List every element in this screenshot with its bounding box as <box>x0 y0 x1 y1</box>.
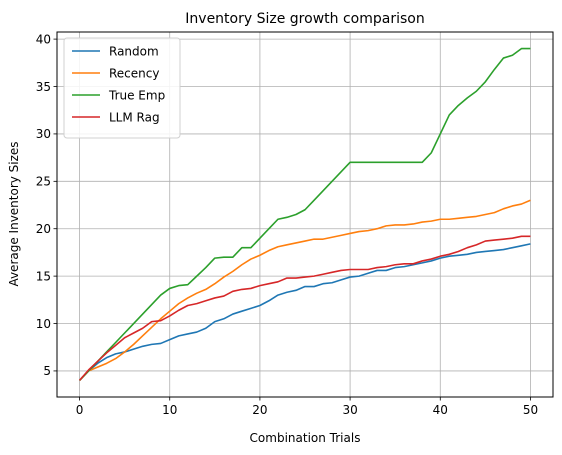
y-tick-label: 15 <box>36 269 51 283</box>
x-tick-label: 50 <box>523 403 538 417</box>
series-line-random <box>78 243 531 381</box>
x-axis-label: Combination Trials <box>250 431 361 445</box>
series-line-llm-rag <box>78 235 531 381</box>
axis-ticks: 0 10 20 30 40 50 5 10 15 20 25 30 35 40 <box>36 32 538 417</box>
legend-frame <box>63 37 181 139</box>
y-tick-label: 25 <box>36 175 51 189</box>
chart-title: Inventory Size growth comparison <box>185 11 424 27</box>
y-tick-label: 40 <box>36 32 51 46</box>
legend: Random Recency True Emp LLM Rag <box>63 37 181 139</box>
y-tick-label: 35 <box>36 80 51 94</box>
legend-entry-label: True Emp <box>108 88 165 102</box>
x-tick-label: 0 <box>76 403 84 417</box>
series-lines <box>78 47 531 381</box>
y-tick-label: 20 <box>36 222 51 236</box>
y-tick-label: 30 <box>36 127 51 141</box>
x-tick-label: 20 <box>252 403 267 417</box>
x-tick-label: 40 <box>433 403 448 417</box>
x-tick-label: 10 <box>162 403 177 417</box>
plot-frame <box>56 31 554 398</box>
legend-entry-label: Recency <box>109 66 159 80</box>
x-tick-label: 30 <box>342 403 357 417</box>
y-tick-label: 10 <box>36 317 51 331</box>
legend-entry-label: LLM Rag <box>109 110 160 124</box>
y-tick-label: 5 <box>43 364 51 378</box>
y-axis-label: Average Inventory Sizes <box>7 141 21 286</box>
series-line-recency <box>78 199 531 381</box>
series-line-true-emp <box>78 47 531 381</box>
legend-entry-label: Random <box>109 44 159 58</box>
